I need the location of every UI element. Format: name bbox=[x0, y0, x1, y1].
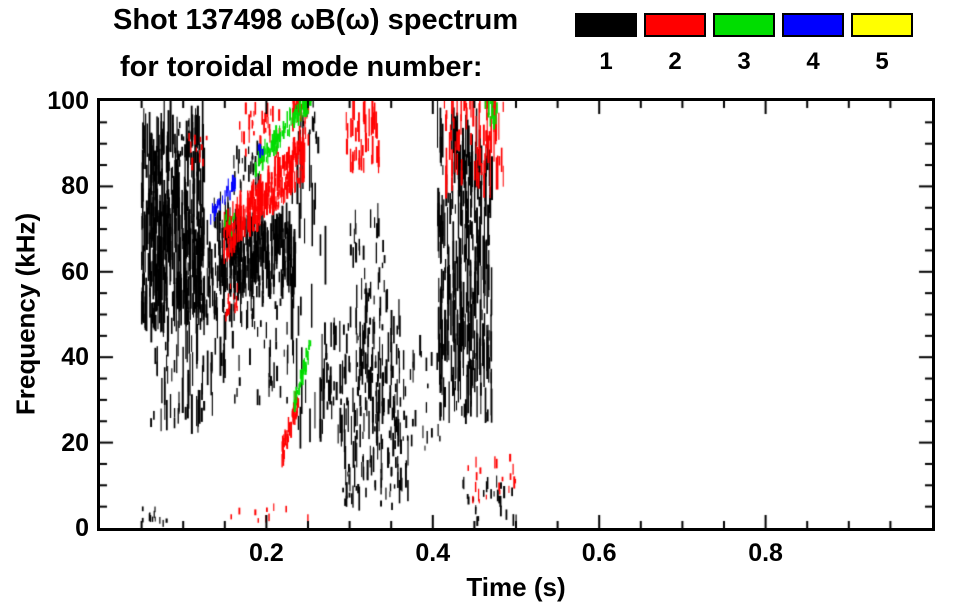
x-tick-label-0.2: 0.2 bbox=[249, 539, 284, 567]
mode-legend: 1 2 3 4 5 bbox=[575, 13, 913, 76]
y-tick-label-0: 0 bbox=[75, 514, 89, 542]
y-tick-label-100: 100 bbox=[47, 87, 89, 115]
legend-item-n4: 4 bbox=[782, 13, 844, 76]
legend-label-n1: 1 bbox=[599, 48, 613, 75]
x-tick-label-0.4: 0.4 bbox=[415, 539, 451, 567]
legend-label-n3: 3 bbox=[737, 48, 751, 75]
legend-label-n5: 5 bbox=[875, 48, 889, 75]
legend-swatch-n4 bbox=[782, 13, 844, 37]
legend-item-n2: 2 bbox=[644, 13, 706, 76]
legend-swatch-n1 bbox=[575, 13, 637, 37]
legend-label-n2: 2 bbox=[668, 48, 682, 75]
y-tick-label-80: 80 bbox=[61, 172, 89, 201]
y-tick-label-20: 20 bbox=[61, 428, 89, 457]
legend-label-n4: 4 bbox=[806, 48, 820, 75]
legend-item-n3: 3 bbox=[713, 13, 775, 76]
plot-frame bbox=[97, 98, 935, 531]
chart-subtitle: for toroidal mode number: bbox=[120, 51, 483, 83]
spectrogram-canvas bbox=[100, 101, 932, 528]
legend-swatch-n2 bbox=[644, 13, 706, 37]
y-axis-label: Frequency (kHz) bbox=[10, 212, 41, 416]
x-tick-label-0.8: 0.8 bbox=[748, 539, 783, 567]
legend-swatch-n5 bbox=[851, 13, 913, 37]
legend-item-n5: 5 bbox=[851, 13, 913, 76]
chart-title: Shot 137498 ωB(ω) spectrum bbox=[113, 4, 519, 36]
legend-swatch-n3 bbox=[713, 13, 775, 37]
y-tick-label-60: 60 bbox=[61, 257, 89, 286]
legend-item-n1: 1 bbox=[575, 13, 637, 76]
y-tick-label-40: 40 bbox=[61, 343, 89, 372]
x-axis-label: Time (s) bbox=[466, 572, 566, 602]
x-tick-label-0.6: 0.6 bbox=[581, 539, 617, 567]
